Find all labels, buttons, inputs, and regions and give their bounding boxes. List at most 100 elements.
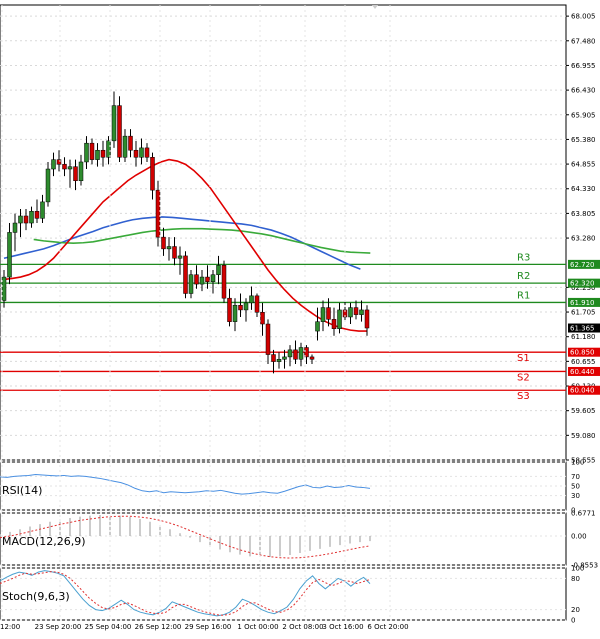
time-label: 26 Sep 12:00 (135, 623, 182, 631)
indicator-title: MACD(12,26,9) (2, 535, 86, 548)
candle-body (238, 304, 243, 311)
candle-body (177, 255, 183, 259)
price-tick-label: 64.330 (571, 185, 596, 193)
candle-body (183, 255, 188, 294)
time-label: 6 Oct 20:00 (367, 623, 408, 631)
candle-body (7, 232, 12, 278)
level-price-label: 62.720 (570, 261, 595, 269)
level-price-box (568, 366, 600, 376)
candle-body (144, 147, 150, 158)
candle-body (271, 354, 276, 362)
candle-body (155, 189, 161, 238)
candle-body (194, 274, 199, 285)
candle-body (337, 309, 342, 329)
price-tick-label: 61.705 (571, 309, 596, 317)
ma-green-line (33, 227, 371, 254)
candle-body (254, 295, 260, 313)
candle-body (298, 347, 304, 360)
price-tick-label: 63.280 (571, 235, 596, 243)
level-price-label: 62.320 (570, 280, 595, 288)
candle-body (12, 222, 18, 233)
level-price-box (568, 385, 600, 395)
indicator-tick-label: -0.8553 (571, 562, 598, 570)
level-label-r3: R3 (517, 252, 530, 263)
price-tick-label: 62.230 (571, 284, 596, 292)
current-price-box (568, 323, 600, 333)
level-label-s1: S1 (517, 353, 530, 364)
scroll-marker-icon (372, 5, 378, 9)
indicator-title: RSI(14) (2, 484, 42, 497)
price-tick-label: 59.080 (571, 432, 596, 440)
candle-body (364, 309, 370, 329)
candle-body (265, 323, 271, 355)
indicator-tick-label: 50 (571, 483, 580, 491)
candle-body (210, 274, 216, 282)
price-tick-label: 61.180 (571, 333, 596, 341)
candle-body (348, 307, 353, 318)
indicator-tick-label: 100 (571, 565, 584, 573)
candle-body (243, 302, 249, 311)
candle-body (260, 312, 265, 325)
candle-body (331, 319, 337, 329)
ma-blue-line (3, 216, 361, 270)
price-tick-label: 60.655 (571, 358, 596, 366)
candle-body (51, 159, 56, 170)
candle-body (128, 135, 133, 151)
level-price-label: 61.910 (570, 299, 595, 307)
time-label: 23 Sep 20:00 (35, 623, 82, 631)
time-label: 3 Oct 16:00 (322, 623, 363, 631)
stoch-k-line (0, 570, 371, 617)
candle-body (34, 211, 40, 219)
candle-body (95, 149, 100, 160)
indicator-tick-label: 80 (571, 575, 580, 583)
candle-body (199, 276, 205, 285)
candle-body (89, 142, 95, 160)
price-tick-label: 58.555 (571, 457, 596, 465)
candle-body (227, 297, 232, 322)
candle-body (205, 276, 210, 282)
level-price-box (568, 278, 600, 288)
level-price-box (568, 347, 600, 357)
indicator-title: Stoch(9,6,3) (2, 590, 70, 603)
candle-body (150, 157, 155, 191)
candle-body (315, 321, 320, 332)
main-pane-frame (0, 4, 567, 461)
candle-body (100, 149, 106, 158)
candle-body (117, 105, 122, 158)
price-tick-label: 67.480 (571, 37, 596, 45)
candle-body (84, 142, 89, 163)
candle-body (139, 147, 144, 158)
candle-body (304, 347, 309, 358)
time-label: 29 Sep 16:00 (185, 623, 232, 631)
indicator-tick-label: 0.6771 (571, 510, 596, 518)
level-price-label: 60.440 (570, 368, 595, 376)
candle-body (353, 307, 359, 315)
price-tick-label: 59.605 (571, 407, 596, 415)
indicator-tick-label: 30 (571, 492, 580, 500)
level-label-s3: S3 (517, 391, 530, 402)
level-label-r1: R1 (517, 290, 530, 301)
candles (1, 91, 370, 374)
time-label: 25 Sep 04:00 (85, 623, 132, 631)
price-tick-label: 65.905 (571, 111, 596, 119)
candle-body (62, 164, 67, 170)
price-tick-label: 65.380 (571, 136, 596, 144)
candle-body (23, 215, 29, 224)
candle-body (56, 159, 62, 165)
price-tick-label: 64.855 (571, 161, 596, 169)
indicator-tick-label: 20 (571, 606, 580, 614)
candle-body (326, 307, 331, 320)
price-tick-label: 63.805 (571, 210, 596, 218)
candle-body (172, 246, 177, 259)
indicator-pane-frame (0, 567, 567, 621)
indicator-tick-label: 0.00 (571, 532, 587, 540)
candle-body (287, 349, 293, 358)
time-label: 1 Oct 00:00 (237, 623, 278, 631)
candle-body (29, 211, 34, 224)
candle-body (45, 168, 51, 203)
level-price-box (568, 259, 600, 269)
candle-body (320, 307, 326, 322)
candle-body (166, 246, 172, 250)
candle-body (1, 276, 7, 301)
